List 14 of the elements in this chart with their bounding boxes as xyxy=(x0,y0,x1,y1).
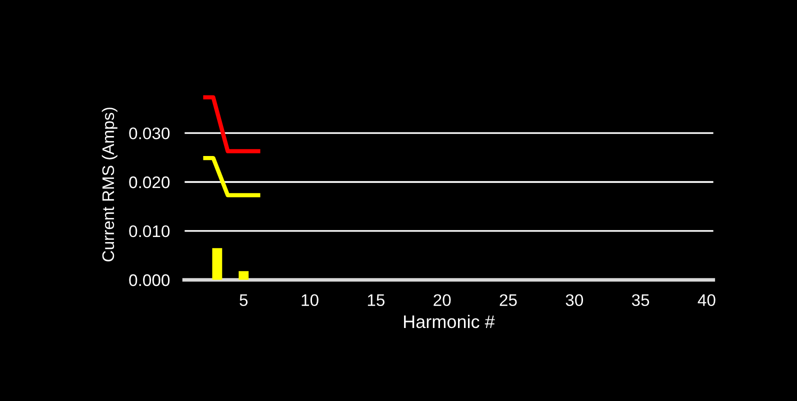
y-tick-label: 0.010 xyxy=(129,225,170,238)
x-tick-label: 15 xyxy=(368,294,385,306)
x-tick-label: 35 xyxy=(632,294,650,306)
x-tick-label: 30 xyxy=(566,294,584,306)
x-tick-label: 5 xyxy=(240,294,248,306)
x-tick-label: 25 xyxy=(500,294,517,306)
y-tick-label: 0.030 xyxy=(129,127,170,140)
x-tick-label: 20 xyxy=(434,294,451,306)
x-axis-title: Harmonic # xyxy=(404,314,495,328)
y-tick-label: 0.020 xyxy=(129,176,170,188)
y-axis-title: Current RMS (Amps) xyxy=(102,108,118,262)
x-tick-label: 10 xyxy=(302,294,318,306)
x-tick-label: 40 xyxy=(698,294,716,306)
y-tick-label: 0.000 xyxy=(129,274,170,286)
